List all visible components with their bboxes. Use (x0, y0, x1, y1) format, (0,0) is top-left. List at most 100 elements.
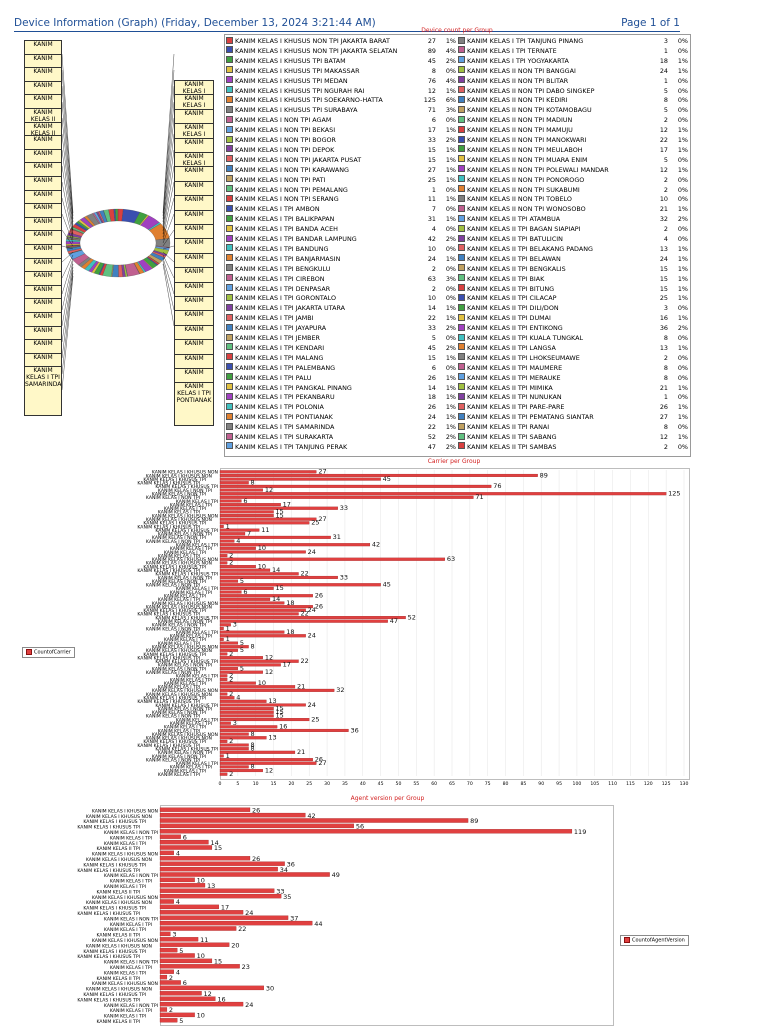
bar-value-label: 25 (311, 519, 319, 527)
x-tick-label: 5 (236, 781, 239, 787)
x-tick-label: 90 (538, 781, 544, 787)
legend-swatch (458, 56, 465, 63)
legend-swatch (226, 403, 233, 410)
x-tick-label: 100 (573, 781, 582, 787)
bar (160, 943, 229, 947)
bar (220, 755, 224, 758)
legend-swatch (458, 314, 465, 321)
y-tick-label: KANIM KELAS I TPI (104, 970, 146, 976)
legend-swatch (458, 433, 465, 440)
pie-leader-line (62, 261, 73, 310)
legend-swatch (226, 106, 233, 113)
pie-leader-line (163, 261, 174, 310)
bar (220, 525, 224, 528)
legend-swatch (226, 334, 233, 341)
bar-value-label: 24 (308, 548, 316, 556)
bar (220, 514, 274, 517)
legend-swatch (458, 215, 465, 222)
bar (160, 856, 250, 860)
x-tick-label: 75 (485, 781, 491, 787)
x-tick-label: 50 (396, 781, 402, 787)
y-tick-label: KANIM KELAS I KHUSUS NON (92, 981, 158, 987)
bar (220, 645, 249, 648)
y-tick-label: KANIM KELAS I NON TPI (104, 960, 158, 966)
legend-swatch (458, 423, 465, 430)
bar (160, 1007, 167, 1011)
legend-swatch (226, 116, 233, 123)
bar-value-label: 12 (265, 668, 273, 676)
legend-swatch (458, 324, 465, 331)
bar-value-label: 22 (238, 925, 246, 933)
bar-value-label: 24 (308, 606, 316, 614)
x-tick-label: 10 (253, 781, 259, 787)
legend-swatch (226, 136, 233, 143)
pie-chart (0, 34, 224, 434)
bar (220, 598, 270, 601)
bar (220, 667, 238, 670)
bar (220, 664, 281, 667)
bar (220, 503, 281, 506)
legend-swatch (226, 86, 233, 93)
y-tick-label: KANIM KELAS II TPI (97, 846, 141, 852)
bar (220, 470, 316, 473)
bar-value-label: 27 (318, 759, 326, 767)
bar (160, 878, 195, 882)
y-tick-label: KANIM KELAS I TPI (110, 965, 152, 971)
bar-value-label: 44 (314, 920, 322, 928)
y-tick-label: KANIM KELAS I KHUSUS NON (92, 895, 158, 901)
bar (220, 558, 445, 561)
legend-swatch (458, 195, 465, 202)
legend-swatch (226, 353, 233, 360)
agent-legend: CountofAgentVersion (620, 935, 689, 946)
bar-value-label: 26 (315, 602, 323, 610)
pie-legend: KANIM KELAS I KHUSUS NON TPI JAKARTA BAR… (226, 36, 688, 452)
bar-value-label: 20 (231, 941, 239, 949)
bar (220, 762, 316, 765)
bar (220, 736, 266, 739)
bar (220, 696, 234, 699)
y-tick-label: KANIM KELAS I TPI (110, 835, 152, 841)
legend-swatch (458, 284, 465, 291)
y-tick-label: KANIM KELAS I NON TPI (104, 916, 158, 922)
pie-leader-line (62, 267, 73, 342)
legend-percent: 0% (672, 442, 688, 453)
legend-swatch (226, 195, 233, 202)
bar (220, 500, 241, 503)
bar (220, 616, 406, 619)
legend-swatch (458, 86, 465, 93)
bar-value-label: 31 (333, 533, 341, 541)
bar (220, 572, 299, 575)
bar (220, 707, 274, 710)
bar-value-label: 27 (318, 515, 326, 523)
legend-swatch (226, 185, 233, 192)
legend-swatch (226, 244, 233, 251)
bar (220, 715, 274, 718)
y-tick-label: KANIM KELAS I KHUSUS TPI (77, 825, 140, 831)
bar (220, 689, 334, 692)
bar (160, 867, 278, 871)
bar (220, 642, 238, 645)
bar (160, 921, 312, 925)
legend-swatch (226, 413, 233, 420)
bar-value-label: 33 (340, 504, 348, 512)
bar (220, 693, 227, 696)
legend-swatch (458, 442, 465, 449)
bar (220, 485, 491, 488)
legend-swatch (226, 363, 233, 370)
bar (220, 769, 263, 772)
bar-value-label: 5 (240, 646, 244, 654)
bar (160, 808, 250, 812)
bar-value-label: 25 (311, 715, 319, 723)
legend-swatch (226, 56, 233, 63)
legend-swatch (458, 66, 465, 73)
y-tick-label: KANIM KELAS I TPI (110, 1008, 152, 1014)
x-tick-label: 95 (556, 781, 562, 787)
legend-swatch (458, 136, 465, 143)
y-tick-label: KANIM KELAS I KHUSUS TPI (77, 954, 140, 960)
bar-value-label: 47 (390, 617, 398, 625)
pie-leader-line (62, 264, 73, 326)
bar (220, 554, 227, 557)
bar (220, 605, 313, 608)
bar (220, 594, 313, 597)
